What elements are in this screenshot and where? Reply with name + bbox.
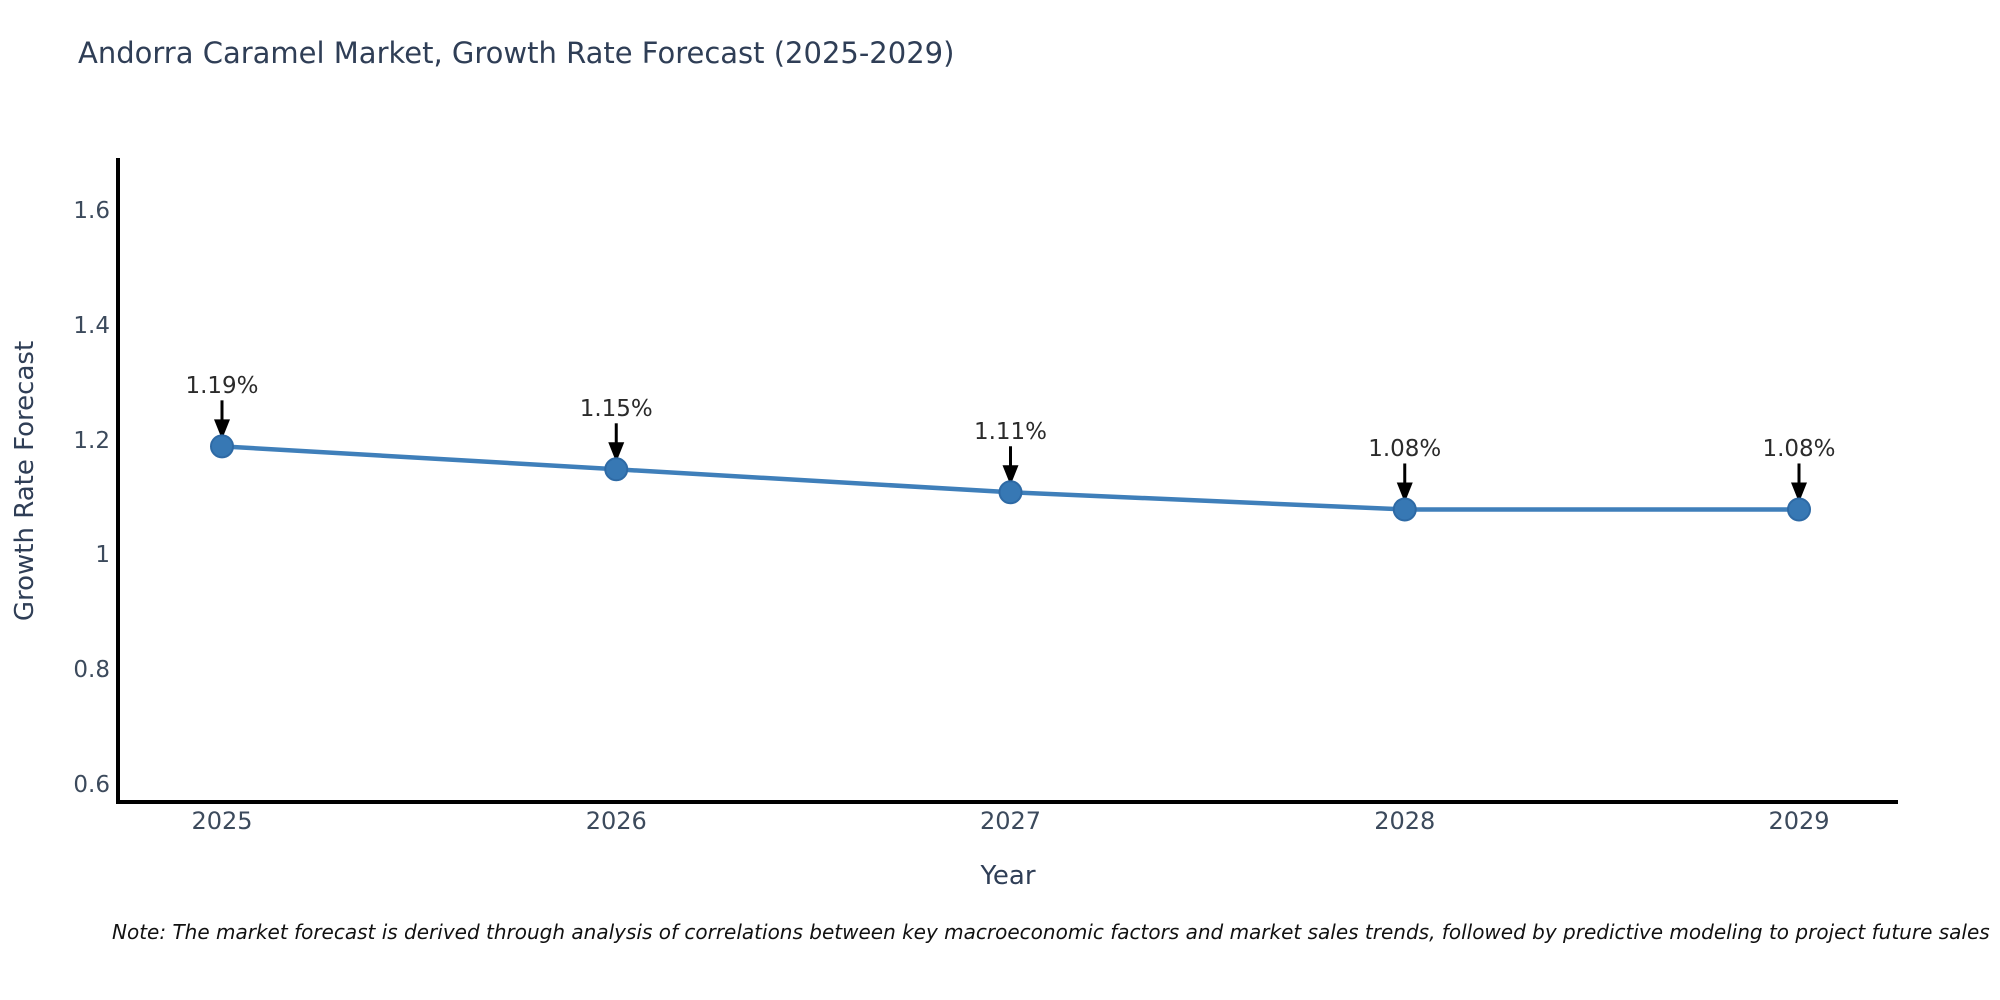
annotation-arrowhead-icon	[1791, 482, 1807, 503]
footnote: Note: The market forecast is derived thr…	[112, 920, 1990, 944]
data-point-label: 1.15%	[579, 396, 653, 423]
y-tick-label: 0.6	[73, 772, 110, 798]
data-point-label: 1.19%	[185, 373, 259, 400]
annotation-arrowhead-icon	[608, 442, 625, 463]
chart-title: Andorra Caramel Market, Growth Rate Fore…	[78, 36, 955, 70]
data-point-marker	[1392, 497, 1417, 522]
y-tick-label: 1.4	[73, 312, 110, 339]
x-tick-label: 2028	[1374, 807, 1436, 835]
annotation-arrowhead-icon	[214, 419, 230, 440]
data-point-label: 1.08%	[1762, 436, 1836, 463]
x-tick-label: 2029	[1768, 807, 1830, 835]
x-tick-label: 2026	[585, 807, 647, 835]
data-point-marker	[604, 457, 629, 482]
y-tick-label: 1.6	[73, 198, 110, 224]
annotation-arrowhead-icon	[1002, 465, 1019, 486]
annotation-arrowhead-icon	[1396, 482, 1413, 503]
data-point-marker	[1787, 497, 1811, 522]
data-point-marker	[210, 434, 234, 459]
x-tick-label: 2027	[979, 807, 1042, 835]
y-tick-label: 1	[95, 542, 110, 569]
data-point-label: 1.08%	[1368, 436, 1442, 463]
data-point-marker	[998, 480, 1023, 505]
y-tick-label: 1.2	[73, 427, 110, 454]
x-tick-label: 2025	[191, 807, 253, 835]
y-tick-label: 0.8	[73, 657, 110, 684]
x-axis-title: Year	[980, 861, 1036, 891]
data-point-label: 1.11%	[973, 419, 1048, 446]
